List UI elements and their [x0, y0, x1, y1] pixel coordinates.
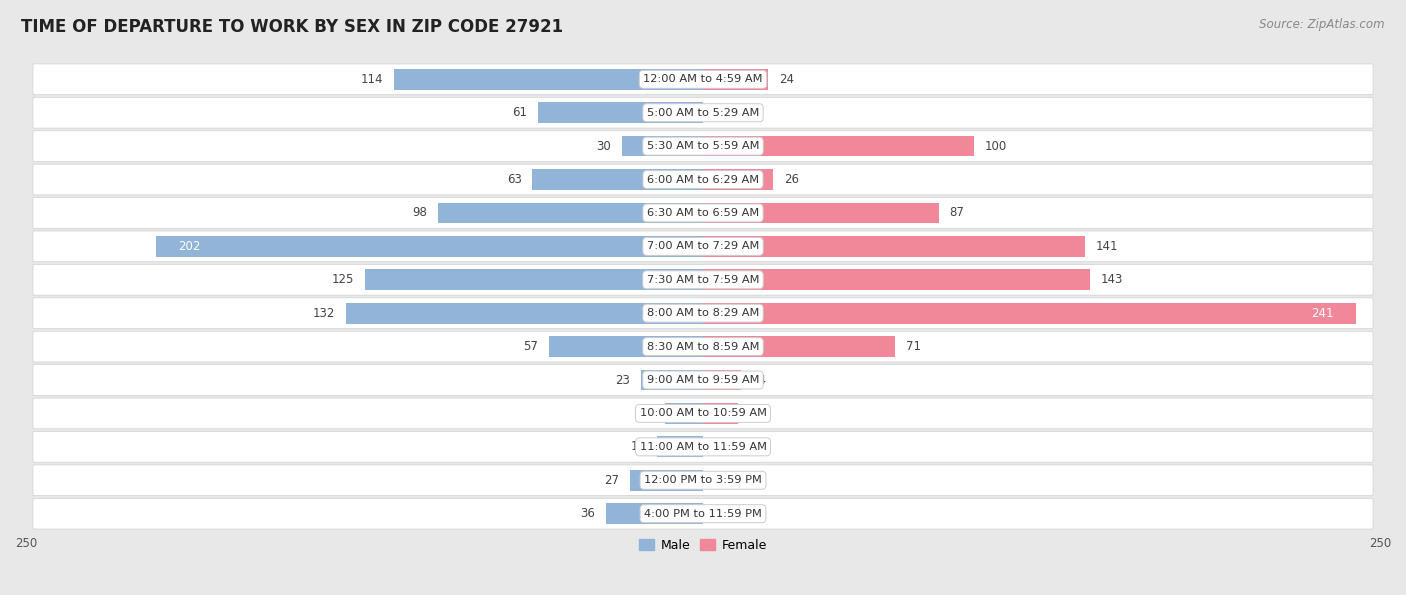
FancyBboxPatch shape	[32, 164, 1374, 195]
Text: Source: ZipAtlas.com: Source: ZipAtlas.com	[1260, 18, 1385, 31]
Bar	[703, 336, 896, 357]
Text: 11:00 AM to 11:59 AM: 11:00 AM to 11:59 AM	[640, 442, 766, 452]
Text: 8:00 AM to 8:29 AM: 8:00 AM to 8:29 AM	[647, 308, 759, 318]
Text: 143: 143	[1101, 273, 1123, 286]
Bar	[703, 203, 939, 223]
Bar	[630, 470, 703, 491]
Text: 5:00 AM to 5:29 AM: 5:00 AM to 5:29 AM	[647, 108, 759, 118]
FancyBboxPatch shape	[32, 231, 1374, 262]
Bar	[665, 403, 703, 424]
Text: 17: 17	[631, 440, 647, 453]
Text: 6:30 AM to 6:59 AM: 6:30 AM to 6:59 AM	[647, 208, 759, 218]
Text: 6:00 AM to 6:29 AM: 6:00 AM to 6:29 AM	[647, 174, 759, 184]
Bar	[703, 69, 768, 90]
Text: 30: 30	[596, 140, 612, 153]
Bar	[533, 169, 703, 190]
Text: 0: 0	[714, 440, 721, 453]
FancyBboxPatch shape	[32, 465, 1374, 496]
Text: 7:00 AM to 7:29 AM: 7:00 AM to 7:29 AM	[647, 242, 759, 251]
Text: 132: 132	[312, 306, 335, 320]
Text: 14: 14	[752, 374, 766, 387]
Legend: Male, Female: Male, Female	[634, 534, 772, 557]
Text: 0: 0	[714, 507, 721, 520]
FancyBboxPatch shape	[32, 498, 1374, 529]
Text: 87: 87	[949, 206, 965, 220]
FancyBboxPatch shape	[32, 331, 1374, 362]
FancyBboxPatch shape	[32, 98, 1374, 128]
Bar	[641, 369, 703, 390]
FancyBboxPatch shape	[32, 298, 1374, 328]
Text: 36: 36	[579, 507, 595, 520]
FancyBboxPatch shape	[32, 431, 1374, 462]
Text: 0: 0	[714, 107, 721, 119]
Bar	[703, 236, 1085, 256]
FancyBboxPatch shape	[32, 131, 1374, 161]
Text: 57: 57	[523, 340, 538, 353]
Bar	[156, 236, 703, 256]
Text: 9:00 AM to 9:59 AM: 9:00 AM to 9:59 AM	[647, 375, 759, 385]
Text: 14: 14	[640, 407, 654, 420]
Text: 100: 100	[984, 140, 1007, 153]
Text: 125: 125	[332, 273, 354, 286]
Bar	[657, 437, 703, 457]
Text: 4:00 PM to 11:59 PM: 4:00 PM to 11:59 PM	[644, 509, 762, 519]
Text: 71: 71	[905, 340, 921, 353]
Text: 7:30 AM to 7:59 AM: 7:30 AM to 7:59 AM	[647, 275, 759, 285]
Text: 27: 27	[605, 474, 619, 487]
Text: 12:00 PM to 3:59 PM: 12:00 PM to 3:59 PM	[644, 475, 762, 486]
Text: 141: 141	[1095, 240, 1118, 253]
Bar	[538, 102, 703, 123]
FancyBboxPatch shape	[32, 398, 1374, 429]
Text: 114: 114	[361, 73, 384, 86]
Text: 12:00 AM to 4:59 AM: 12:00 AM to 4:59 AM	[644, 74, 762, 84]
Text: 98: 98	[412, 206, 427, 220]
Text: 10:00 AM to 10:59 AM: 10:00 AM to 10:59 AM	[640, 408, 766, 418]
Text: 63: 63	[506, 173, 522, 186]
Bar	[364, 270, 703, 290]
FancyBboxPatch shape	[32, 64, 1374, 95]
Bar	[394, 69, 703, 90]
Text: TIME OF DEPARTURE TO WORK BY SEX IN ZIP CODE 27921: TIME OF DEPARTURE TO WORK BY SEX IN ZIP …	[21, 18, 564, 36]
FancyBboxPatch shape	[32, 198, 1374, 228]
Text: 0: 0	[714, 474, 721, 487]
Text: 202: 202	[177, 240, 200, 253]
Text: 23: 23	[614, 374, 630, 387]
Text: 13: 13	[749, 407, 763, 420]
Bar	[437, 203, 703, 223]
Text: 8:30 AM to 8:59 AM: 8:30 AM to 8:59 AM	[647, 342, 759, 352]
Bar	[703, 270, 1090, 290]
Text: 5:30 AM to 5:59 AM: 5:30 AM to 5:59 AM	[647, 141, 759, 151]
Text: 26: 26	[785, 173, 799, 186]
Bar	[621, 136, 703, 156]
FancyBboxPatch shape	[32, 365, 1374, 396]
Bar	[548, 336, 703, 357]
Bar	[346, 303, 703, 324]
FancyBboxPatch shape	[32, 264, 1374, 295]
Text: 241: 241	[1312, 306, 1334, 320]
Bar	[703, 136, 974, 156]
Text: 61: 61	[512, 107, 527, 119]
Bar	[606, 503, 703, 524]
Bar	[703, 369, 741, 390]
Bar	[703, 169, 773, 190]
Bar	[703, 303, 1355, 324]
Text: 24: 24	[779, 73, 794, 86]
Bar	[703, 403, 738, 424]
